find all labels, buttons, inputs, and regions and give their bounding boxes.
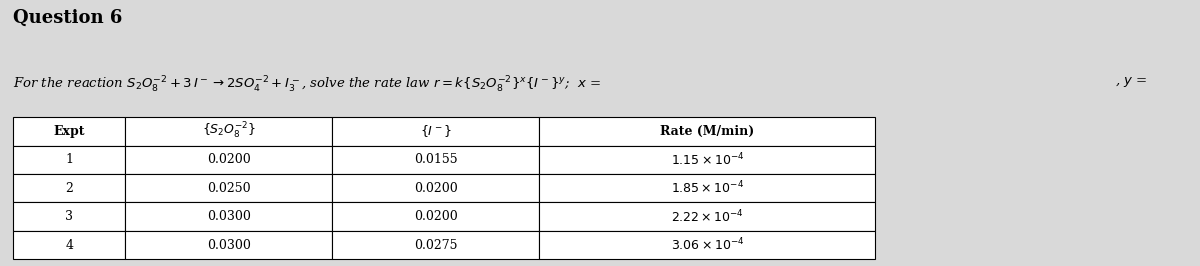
Text: 0.0200: 0.0200 <box>206 153 251 166</box>
Text: 1: 1 <box>65 153 73 166</box>
Polygon shape <box>539 117 875 146</box>
Polygon shape <box>126 146 332 174</box>
Text: , $y$ =: , $y$ = <box>1115 75 1147 89</box>
Polygon shape <box>539 146 875 174</box>
Polygon shape <box>539 174 875 202</box>
Polygon shape <box>13 146 126 174</box>
Polygon shape <box>126 174 332 202</box>
Polygon shape <box>13 231 126 259</box>
Polygon shape <box>332 146 539 174</box>
Text: $\{S_2O_8^{-2}\}$: $\{S_2O_8^{-2}\}$ <box>202 121 256 142</box>
Text: Rate (M/min): Rate (M/min) <box>660 125 755 138</box>
Polygon shape <box>126 202 332 231</box>
Polygon shape <box>13 202 126 231</box>
Text: 0.0250: 0.0250 <box>208 182 251 195</box>
Text: 4: 4 <box>65 239 73 252</box>
Text: 0.0300: 0.0300 <box>206 239 251 252</box>
Polygon shape <box>332 117 539 146</box>
Polygon shape <box>539 231 875 259</box>
Polygon shape <box>13 117 126 146</box>
Text: $1.15 \times 10^{-4}$: $1.15 \times 10^{-4}$ <box>671 152 744 168</box>
Text: 0.0200: 0.0200 <box>414 182 457 195</box>
Text: $\{I^-\}$: $\{I^-\}$ <box>420 123 451 139</box>
Polygon shape <box>332 202 539 231</box>
Text: Question 6: Question 6 <box>13 9 122 27</box>
Polygon shape <box>332 174 539 202</box>
Polygon shape <box>126 231 332 259</box>
Text: $2.22 \times 10^{-4}$: $2.22 \times 10^{-4}$ <box>671 208 744 225</box>
Text: Expt: Expt <box>54 125 85 138</box>
Polygon shape <box>13 174 126 202</box>
Text: $3.06 \times 10^{-4}$: $3.06 \times 10^{-4}$ <box>671 237 744 253</box>
Text: 0.0300: 0.0300 <box>206 210 251 223</box>
Text: 0.0155: 0.0155 <box>414 153 457 166</box>
Polygon shape <box>126 117 332 146</box>
Text: 2: 2 <box>66 182 73 195</box>
Polygon shape <box>539 202 875 231</box>
Polygon shape <box>332 231 539 259</box>
Text: For the reaction $S_2O_8^{-2} + 3\,I^- \rightarrow 2SO_4^{-2} + I_3^-$, solve th: For the reaction $S_2O_8^{-2} + 3\,I^- \… <box>13 75 601 95</box>
Text: 0.0200: 0.0200 <box>414 210 457 223</box>
Text: $1.85 \times 10^{-4}$: $1.85 \times 10^{-4}$ <box>671 180 744 197</box>
Text: 3: 3 <box>65 210 73 223</box>
Text: 0.0275: 0.0275 <box>414 239 457 252</box>
